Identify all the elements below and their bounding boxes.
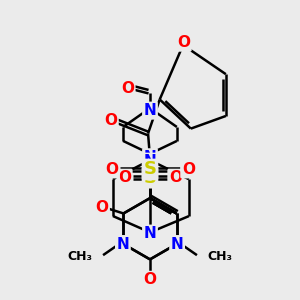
Text: N: N bbox=[171, 237, 184, 252]
Text: O: O bbox=[182, 162, 195, 177]
Text: CH₃: CH₃ bbox=[207, 250, 232, 263]
Text: N: N bbox=[144, 150, 156, 165]
Text: O: O bbox=[121, 81, 134, 96]
Text: N: N bbox=[116, 237, 129, 252]
Text: O: O bbox=[169, 170, 182, 185]
Text: O: O bbox=[143, 272, 157, 287]
Text: O: O bbox=[118, 170, 131, 185]
Text: S: S bbox=[143, 160, 157, 178]
Text: S: S bbox=[143, 169, 157, 187]
Text: N: N bbox=[144, 154, 156, 169]
Text: O: O bbox=[177, 35, 190, 50]
Text: O: O bbox=[95, 200, 108, 215]
Text: O: O bbox=[104, 113, 117, 128]
Text: O: O bbox=[105, 162, 118, 177]
Text: CH₃: CH₃ bbox=[68, 250, 93, 263]
Text: N: N bbox=[144, 226, 156, 241]
Text: N: N bbox=[144, 103, 156, 118]
